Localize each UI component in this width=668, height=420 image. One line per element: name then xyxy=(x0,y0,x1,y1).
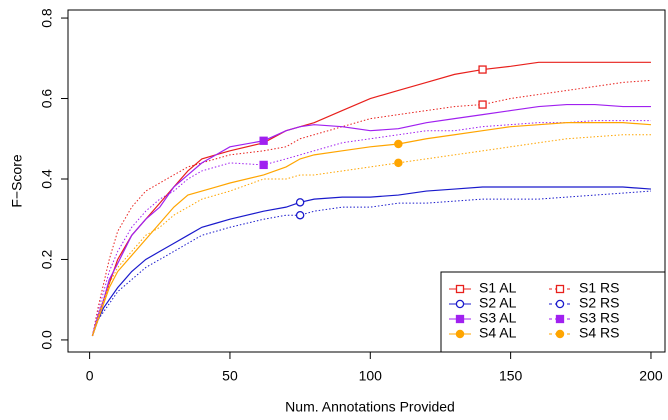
marker xyxy=(555,284,565,294)
series-line xyxy=(91,122,652,337)
marker xyxy=(555,329,565,339)
marker xyxy=(259,136,268,145)
legend: S1 AL S1 RS S2 AL S2 RS S3 AL S3 RS S4 AL S4 RS xyxy=(440,271,666,353)
series-line xyxy=(91,134,651,337)
marker xyxy=(455,314,465,324)
legend-label: S1 RS xyxy=(579,280,619,296)
legend-label: S3 RS xyxy=(579,310,619,326)
x-tick-label: 0 xyxy=(86,368,94,384)
marker xyxy=(555,299,565,309)
y-tick-label: 0.8 xyxy=(39,8,55,28)
x-tick-label: 200 xyxy=(639,368,663,384)
legend-label: S4 RS xyxy=(579,325,619,341)
legend-label: S4 AL xyxy=(479,325,517,341)
marker xyxy=(455,329,465,339)
marker xyxy=(259,160,268,170)
legend-label: S3 AL xyxy=(479,310,517,326)
x-tick-label: 150 xyxy=(499,368,523,384)
marker xyxy=(455,299,465,309)
y-tick-label: 0.4 xyxy=(39,169,55,189)
legend-box xyxy=(440,271,666,353)
marker xyxy=(555,314,565,324)
series-line xyxy=(91,79,652,337)
marker xyxy=(295,198,305,207)
marker xyxy=(295,210,305,220)
plot-frame xyxy=(67,9,666,353)
x-axis-label: Num. Annotations Provided xyxy=(285,399,455,415)
x-tick-label: 50 xyxy=(222,368,238,384)
series-line xyxy=(91,190,652,337)
marker xyxy=(455,284,465,294)
legend-label: S2 AL xyxy=(479,295,517,311)
y-tick-label: 0.0 xyxy=(39,330,55,350)
series-line xyxy=(91,186,652,337)
marker xyxy=(478,65,487,74)
x-tick-label: 100 xyxy=(359,368,383,384)
marker xyxy=(394,139,403,149)
legend-label: S2 RS xyxy=(579,295,619,311)
marker xyxy=(394,158,403,168)
y-tick-label: 0.6 xyxy=(39,89,55,109)
y-axis-label: F−Score xyxy=(9,154,25,208)
marker xyxy=(478,100,487,109)
series-line xyxy=(91,103,651,337)
y-tick-label: 0.2 xyxy=(39,250,55,270)
legend-label: S1 AL xyxy=(479,280,517,296)
